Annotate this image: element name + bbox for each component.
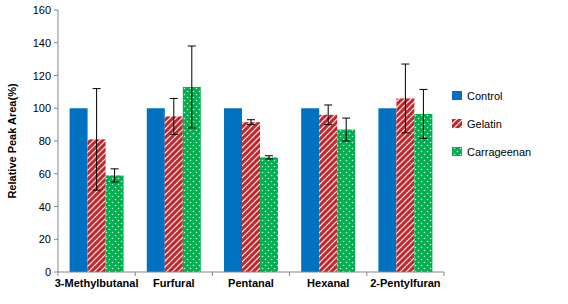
chart: 0 20 40 60 80 100 120 140 160 3-Methylbutanal Furf… — [0, 0, 568, 304]
y-tick-label: 40 — [39, 201, 51, 213]
y-tick-label: 0 — [45, 266, 51, 278]
x-tick-label: 2-Pentylfuran — [370, 277, 441, 289]
bar — [165, 116, 183, 272]
bar — [106, 175, 124, 272]
y-tick-label: 100 — [33, 102, 51, 114]
error-bar — [419, 89, 427, 138]
legend-label: Gelatin — [467, 118, 502, 130]
error-bar — [324, 105, 332, 125]
bar — [242, 122, 260, 272]
x-tick — [366, 272, 367, 276]
y-tick — [54, 75, 58, 76]
bar — [378, 108, 396, 272]
x-tick-label: Hexanal — [307, 277, 349, 289]
legend-entry: Control — [452, 90, 502, 102]
x-tick — [444, 272, 445, 276]
bar — [301, 108, 319, 272]
y-tick — [54, 42, 58, 43]
legend-swatch — [452, 91, 462, 100]
x-tick-label: Pentanal — [228, 277, 274, 289]
bar — [260, 157, 278, 272]
bar — [70, 108, 88, 272]
legend-label: Control — [467, 90, 502, 102]
y-tick-label: 20 — [39, 233, 51, 245]
error-bar — [170, 98, 178, 134]
y-tick-label: 60 — [39, 168, 51, 180]
legend-entry: Carrageenan — [452, 146, 531, 158]
error-bar — [265, 156, 273, 159]
x-tick — [289, 272, 290, 276]
error-bar — [401, 64, 409, 133]
y-tick-label: 120 — [33, 70, 51, 82]
legend-entry: Gelatin — [452, 118, 502, 130]
x-tick-label: Furfural — [153, 277, 195, 289]
bar — [147, 108, 165, 272]
y-tick — [54, 239, 58, 240]
x-tick — [135, 272, 136, 276]
y-axis-title: Relative Peak Area(%) — [6, 83, 18, 198]
y-tick — [54, 206, 58, 207]
error-bar — [342, 118, 350, 141]
y-tick-label: 80 — [39, 135, 51, 147]
y-tick — [54, 173, 58, 174]
y-tick — [54, 108, 58, 109]
legend-swatch — [452, 119, 462, 128]
bar — [319, 115, 337, 272]
y-tick-label: 160 — [33, 4, 51, 16]
error-bar — [111, 169, 119, 182]
y-tick — [54, 272, 58, 273]
plot-area — [70, 46, 433, 272]
legend-swatch — [452, 147, 462, 156]
error-bar — [247, 120, 255, 125]
error-bar — [93, 89, 101, 191]
bar — [224, 108, 242, 272]
bar — [337, 130, 355, 272]
x-tick — [212, 272, 213, 276]
error-bar — [188, 46, 196, 128]
y-tick-label: 140 — [33, 37, 51, 49]
x-axis — [58, 272, 444, 273]
x-tick-label: 3-Methylbutanal — [55, 277, 139, 289]
y-tick — [54, 10, 58, 11]
x-tick — [58, 272, 59, 276]
y-tick — [54, 141, 58, 142]
legend-label: Carrageenan — [467, 146, 531, 158]
